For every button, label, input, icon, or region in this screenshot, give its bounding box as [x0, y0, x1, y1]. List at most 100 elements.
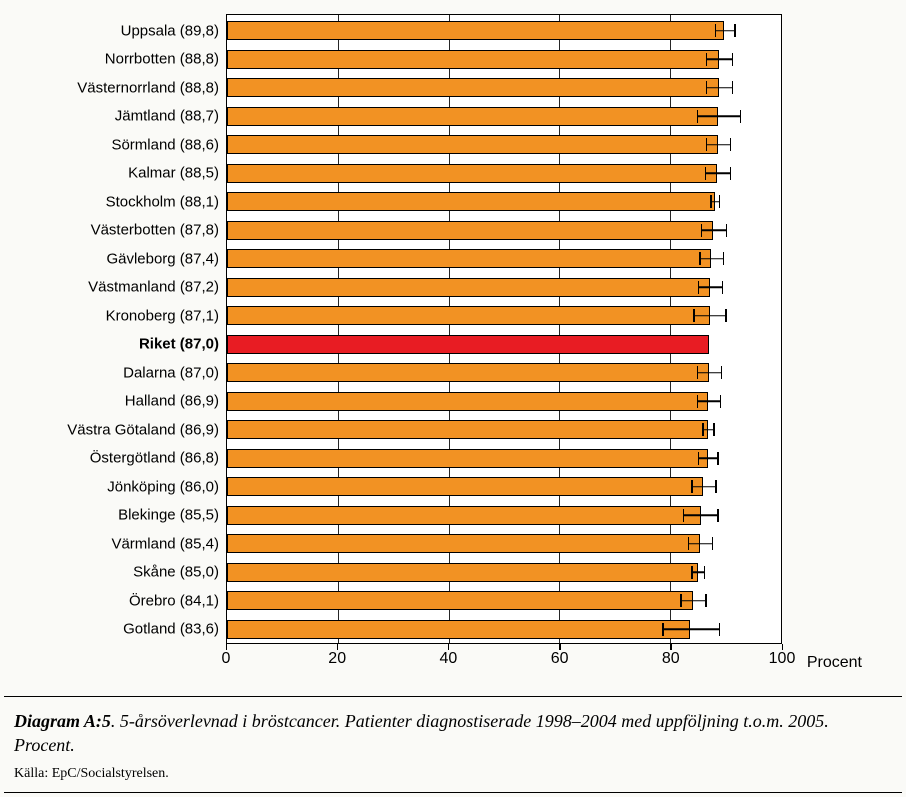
bar-row: Gävleborg (87,4): [227, 249, 781, 268]
error-bar: [706, 135, 731, 154]
caption-title: Diagram A:5. 5-årsöverlevnad i bröstcanc…: [14, 709, 892, 758]
caption-box: Diagram A:5. 5-årsöverlevnad i bröstcanc…: [4, 696, 902, 793]
y-label: Uppsala (89,8): [121, 22, 219, 39]
error-bar: [693, 306, 726, 325]
bar-row: Västra Götaland (86,9): [227, 420, 781, 439]
error-bar: [662, 620, 720, 639]
caption-source: Källa: EpC/Socialstyrelsen.: [14, 766, 892, 782]
bar-highlight: [227, 335, 709, 354]
bar: [227, 534, 700, 553]
bar: [227, 420, 708, 439]
bar: [227, 506, 701, 525]
error-bar: [701, 221, 728, 240]
bar: [227, 78, 719, 97]
bar-row: Värmland (85,4): [227, 534, 781, 553]
y-label: Skåne (85,0): [133, 564, 219, 581]
error-bar: [699, 249, 724, 268]
y-label: Stockholm (88,1): [106, 193, 219, 210]
bar-row: Halland (86,9): [227, 392, 781, 411]
bar: [227, 563, 698, 582]
bar-row: Blekinge (85,5): [227, 506, 781, 525]
caption-label-bold: Diagram A:5: [14, 711, 111, 731]
error-bar: [698, 278, 723, 297]
error-bar: [702, 420, 714, 439]
bar-row: Skåne (85,0): [227, 563, 781, 582]
y-label: Västra Götaland (86,9): [67, 421, 219, 438]
error-bar: [680, 591, 707, 610]
bar: [227, 21, 724, 40]
chart-area: Uppsala (89,8) Norrbotten (88,8) Västernor…: [4, 4, 902, 694]
bar: [227, 620, 690, 639]
y-label: Halland (86,9): [125, 393, 219, 410]
y-label: Västerbotten (87,8): [91, 222, 219, 239]
error-bar: [683, 506, 719, 525]
bar-row: Dalarna (87,0): [227, 363, 781, 382]
bar-row: Örebro (84,1): [227, 591, 781, 610]
error-bar: [698, 449, 719, 468]
error-bar: [706, 78, 734, 97]
bar: [227, 363, 709, 382]
y-label: Gotland (83,6): [123, 621, 219, 638]
bar-row: Västmanland (87,2): [227, 278, 781, 297]
bar: [227, 107, 718, 126]
error-bar: [705, 164, 732, 183]
bar-row: Jönköping (86,0): [227, 477, 781, 496]
bar-row: Jämtland (88,7): [227, 107, 781, 126]
error-bar: [691, 563, 705, 582]
error-bar: [697, 363, 722, 382]
bar: [227, 135, 718, 154]
x-tick-label: 0: [222, 650, 231, 668]
y-label: Kalmar (88,5): [128, 165, 219, 182]
bar-row: Riket (87,0): [227, 335, 781, 354]
bar-row: Sörmland (88,6): [227, 135, 781, 154]
error-bar: [715, 21, 736, 40]
bar-row: Uppsala (89,8): [227, 21, 781, 40]
bar: [227, 164, 717, 183]
error-bar: [688, 534, 713, 553]
y-label: Gävleborg (87,4): [106, 250, 219, 267]
caption-label-rest: . 5-årsöverlevnad i bröstcancer. Patient…: [14, 711, 829, 755]
bar: [227, 50, 719, 69]
y-label: Västernorrland (88,8): [77, 79, 219, 96]
bar-row: Norrbotten (88,8): [227, 50, 781, 69]
bar: [227, 306, 710, 325]
bar-row: Kronoberg (87,1): [227, 306, 781, 325]
error-bar: [697, 392, 721, 411]
y-label: Dalarna (87,0): [123, 364, 219, 381]
bar: [227, 449, 708, 468]
y-label: Kronoberg (87,1): [106, 307, 219, 324]
bar: [227, 591, 693, 610]
y-label: Värmland (85,4): [111, 535, 219, 552]
bar-row: Kalmar (88,5): [227, 164, 781, 183]
bar: [227, 392, 708, 411]
bar: [227, 249, 711, 268]
y-label: Blekinge (85,5): [118, 507, 219, 524]
y-label: Norrbotten (88,8): [105, 51, 219, 68]
x-axis: 020406080100: [226, 644, 782, 674]
x-tick-label: 60: [551, 650, 569, 668]
y-label: Jämtland (88,7): [115, 108, 219, 125]
x-axis-unit-label: Procent: [807, 654, 862, 672]
y-label: Östergötland (86,8): [90, 450, 219, 467]
x-tick-label: 20: [328, 650, 346, 668]
bar: [227, 192, 715, 211]
bar: [227, 221, 713, 240]
y-label: Örebro (84,1): [129, 592, 219, 609]
bar: [227, 477, 703, 496]
x-tick-label: 80: [662, 650, 680, 668]
plot-region: Uppsala (89,8) Norrbotten (88,8) Västernor…: [226, 14, 782, 644]
error-bar: [710, 192, 720, 211]
y-label: Sörmland (88,6): [111, 136, 219, 153]
bar-row: Östergötland (86,8): [227, 449, 781, 468]
y-label: Jönköping (86,0): [107, 478, 219, 495]
bar-row: Stockholm (88,1): [227, 192, 781, 211]
figure: Uppsala (89,8) Norrbotten (88,8) Västernor…: [4, 4, 902, 793]
y-label: Västmanland (87,2): [88, 279, 219, 296]
bar-row: Västernorrland (88,8): [227, 78, 781, 97]
bar-row: Västerbotten (87,8): [227, 221, 781, 240]
error-bar: [691, 477, 716, 496]
x-tick-label: 40: [439, 650, 457, 668]
x-tick-label: 100: [769, 650, 796, 668]
error-bar: [706, 50, 734, 69]
error-bar: [697, 107, 741, 126]
